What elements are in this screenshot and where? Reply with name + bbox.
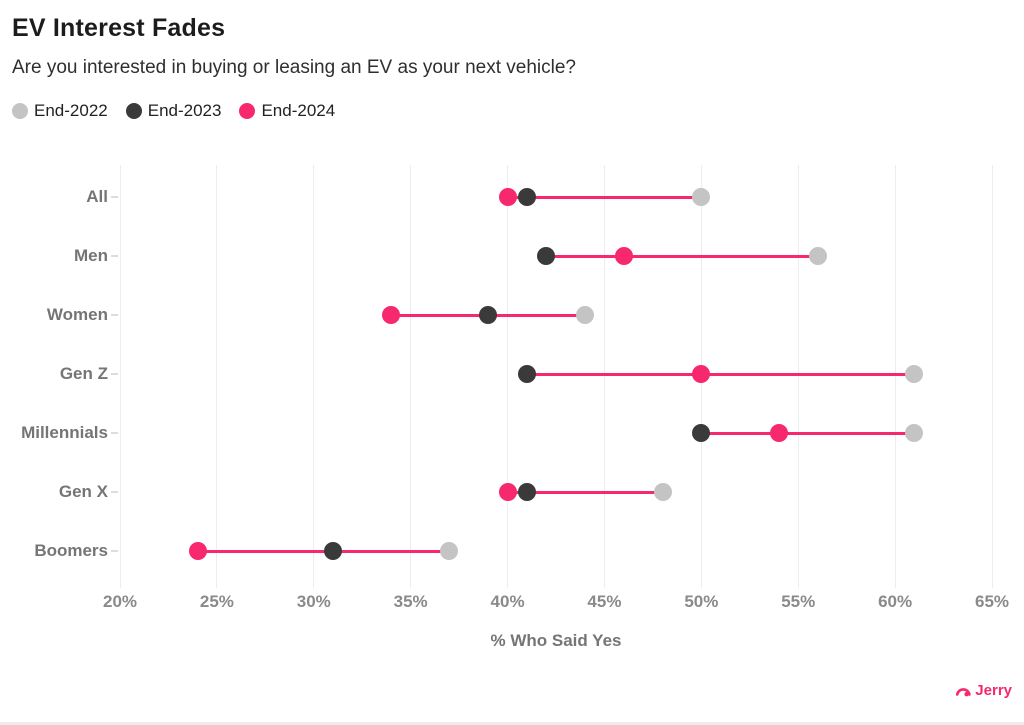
category-axis-tick [111, 196, 118, 198]
category-label-boomers: Boomers [34, 541, 108, 560]
connector-line [701, 431, 915, 435]
dot-end-2023 [324, 542, 343, 560]
gridline [797, 165, 799, 588]
category-label-millennials: Millennials [21, 423, 108, 442]
x-tick-label: 40% [490, 592, 525, 611]
dot-end-2024 [188, 542, 207, 560]
legend-item-end-2023: End-2023 [125, 101, 222, 121]
gridline [216, 165, 218, 588]
category-label-men: Men [74, 246, 108, 265]
gridline [991, 165, 993, 588]
dot-end-2024 [769, 424, 788, 442]
x-tick-label: 25% [199, 592, 234, 611]
dot-end-2022 [653, 483, 672, 501]
legend: End-2022 End-2023 End-2024 [12, 101, 335, 121]
dot-end-2022 [808, 247, 827, 265]
dot-end-2022 [905, 365, 924, 383]
gridline [894, 165, 896, 588]
brand-logo: Jerry [955, 682, 1012, 699]
dot-end-2023 [517, 365, 536, 383]
dot-end-2024 [498, 483, 517, 501]
dot-end-2023 [537, 247, 556, 265]
x-tick-label: 55% [781, 592, 816, 611]
legend-label: End-2022 [34, 101, 108, 120]
chart-title: EV Interest Fades [12, 14, 226, 42]
category-axis-tick [111, 314, 118, 316]
gridline [603, 165, 605, 588]
x-tick-label: 50% [684, 592, 719, 611]
category-label-gen-x: Gen X [58, 482, 108, 501]
legend-dot [125, 103, 142, 119]
jerry-arc-icon [956, 687, 971, 696]
connector-line [507, 490, 663, 494]
dot-end-2024 [382, 306, 401, 324]
x-tick-label: 30% [296, 592, 331, 611]
category-axis-tick [111, 491, 118, 493]
dot-end-2022 [905, 424, 924, 442]
category-axis-tick [111, 255, 118, 257]
gridline [119, 165, 121, 588]
x-tick-label: 20% [102, 592, 138, 611]
category-axis-tick [111, 432, 118, 434]
chart-subtitle: Are you interested in buying or leasing … [12, 57, 576, 78]
dot-end-2023 [517, 188, 536, 206]
brand-name: Jerry [975, 682, 1012, 699]
category-label-women: Women [46, 305, 108, 324]
dot-end-2022 [692, 188, 711, 206]
x-axis-label: % Who Said Yes [490, 631, 622, 650]
legend-item-end-2024: End-2024 [239, 101, 335, 121]
connector-line [197, 549, 450, 553]
gridline [313, 165, 315, 588]
category-label-gen-z: Gen Z [59, 364, 108, 383]
x-tick-label: 35% [393, 592, 428, 611]
dot-end-2023 [479, 306, 498, 324]
x-tick-label: 45% [587, 592, 622, 611]
legend-dot [12, 103, 28, 119]
dot-end-2024 [692, 365, 711, 383]
category-axis-tick [111, 550, 118, 552]
dot-end-2023 [517, 483, 536, 501]
category-label-all: All [86, 187, 108, 206]
dot-end-2023 [692, 424, 711, 442]
legend-item-end-2022: End-2022 [12, 101, 108, 121]
legend-label: End-2024 [261, 101, 336, 120]
dot-end-2022 [576, 306, 595, 324]
legend-dot [239, 103, 256, 119]
category-axis-tick [111, 373, 118, 375]
x-tick-label: 60% [878, 592, 913, 611]
gridline [410, 165, 412, 588]
gridline [507, 165, 509, 588]
dot-end-2024 [614, 247, 633, 265]
connector-line [526, 372, 915, 376]
connector-line [507, 195, 702, 199]
dot-end-2024 [498, 188, 517, 206]
dot-end-2022 [440, 542, 459, 560]
x-tick-label: 65% [974, 592, 1010, 611]
legend-label: End-2023 [147, 101, 222, 120]
connector-line [546, 254, 818, 258]
